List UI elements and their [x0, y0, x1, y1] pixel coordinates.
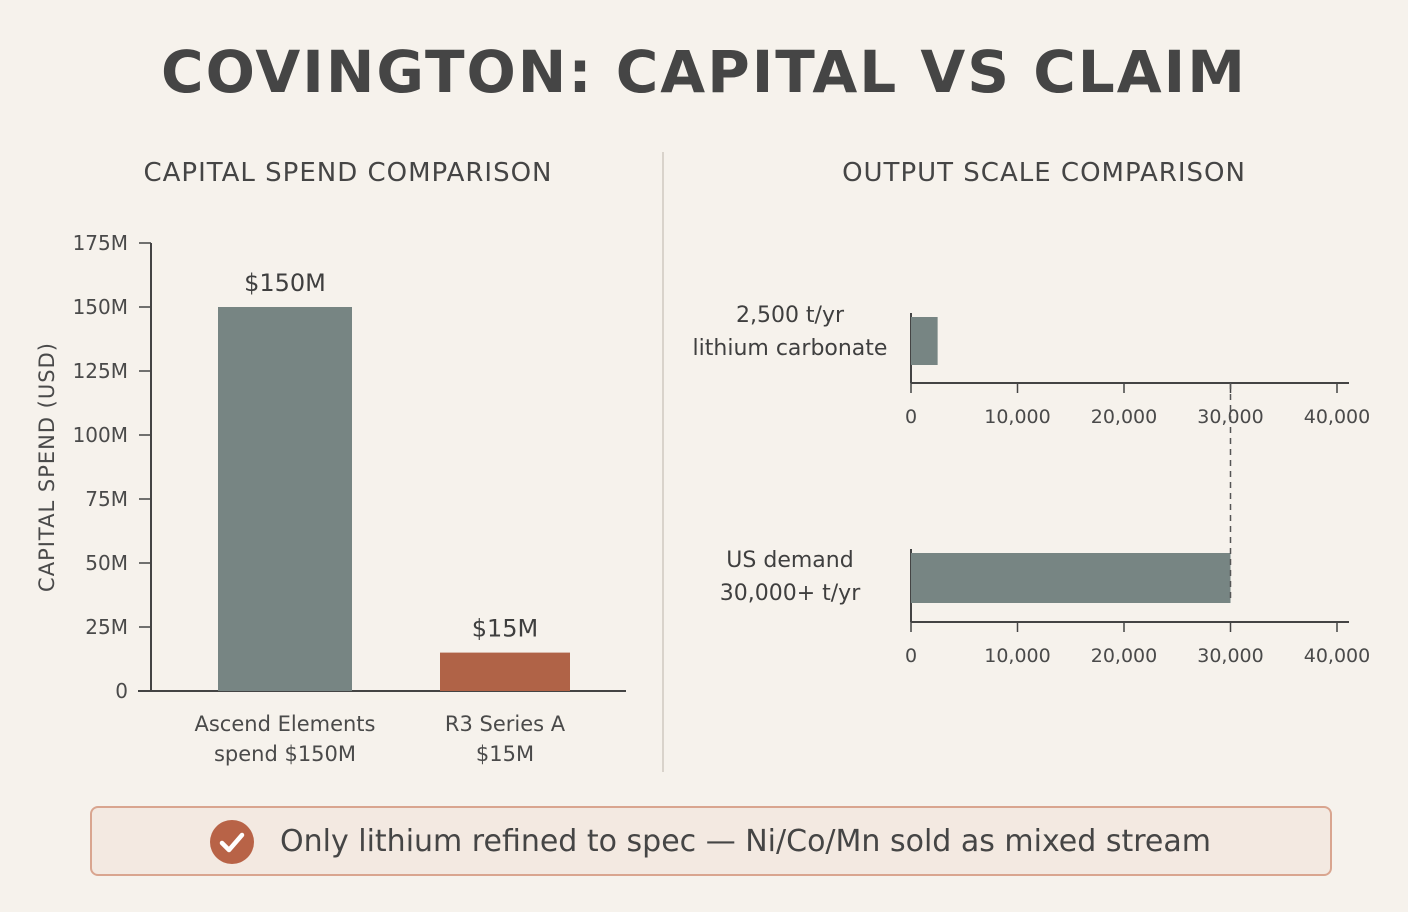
x-tick-label: 40,000 [1304, 406, 1370, 428]
category-label: US demand [726, 548, 853, 573]
x-category-label: spend $150M [214, 742, 356, 766]
output-chart-title: OUTPUT SCALE COMPARISON [842, 158, 1246, 188]
x-tick-label: 0 [905, 645, 917, 667]
panel-divider [662, 152, 664, 772]
bar-1 [218, 307, 352, 691]
bar-1 [911, 317, 938, 365]
x-category-label: $15M [476, 742, 534, 766]
x-tick-label: 20,000 [1091, 645, 1157, 667]
x-category-label: Ascend Elements [195, 712, 376, 736]
bar-value-label: $15M [472, 615, 539, 643]
bar-2 [440, 652, 570, 691]
x-tick-label: 0 [905, 406, 917, 428]
bar-value-label: $150M [244, 269, 326, 297]
y-tick-label: 150M [73, 295, 128, 319]
callout-banner: Only lithium refined to spec — Ni/Co/Mn … [90, 806, 1332, 876]
output-scale-chart: 0 10,000 20,000 30,000 40,000 2,500 t/yr lithi… [693, 303, 1371, 667]
x-tick-label: 10,000 [984, 645, 1050, 667]
x-tick-label: 30,000 [1197, 645, 1263, 667]
y-axis-label: CAPITAL SPEND (USD) [35, 342, 59, 592]
category-label: 2,500 t/yr [736, 303, 845, 328]
y-tick-label: 75M [85, 487, 128, 511]
category-label: lithium carbonate [693, 336, 888, 361]
x-tick-label: 40,000 [1304, 645, 1370, 667]
y-tick-label: 125M [73, 359, 128, 383]
x-tick-label: 20,000 [1091, 406, 1157, 428]
callout-text: Only lithium refined to spec — Ni/Co/Mn … [280, 824, 1211, 859]
check-circle-icon [210, 820, 254, 864]
y-tick-label: 175M [73, 231, 128, 255]
y-tick-label: 50M [85, 551, 128, 575]
y-tick-label: 100M [73, 423, 128, 447]
y-tick-label: 25M [85, 615, 128, 639]
capital-chart-title: CAPITAL SPEND COMPARISON [143, 158, 553, 188]
page-title: COVINGTON: CAPITAL VS CLAIM [161, 38, 1247, 106]
x-category-label: R3 Series A [445, 712, 566, 736]
capital-spend-chart: 0 25M 50M 75M 100M 125M 150M 175M CAPITAL SPEND … [35, 231, 626, 766]
x-tick-label: 10,000 [984, 406, 1050, 428]
category-label: 30,000+ t/yr [720, 581, 861, 606]
bar-2 [911, 553, 1231, 603]
y-tick-label: 0 [115, 679, 128, 703]
